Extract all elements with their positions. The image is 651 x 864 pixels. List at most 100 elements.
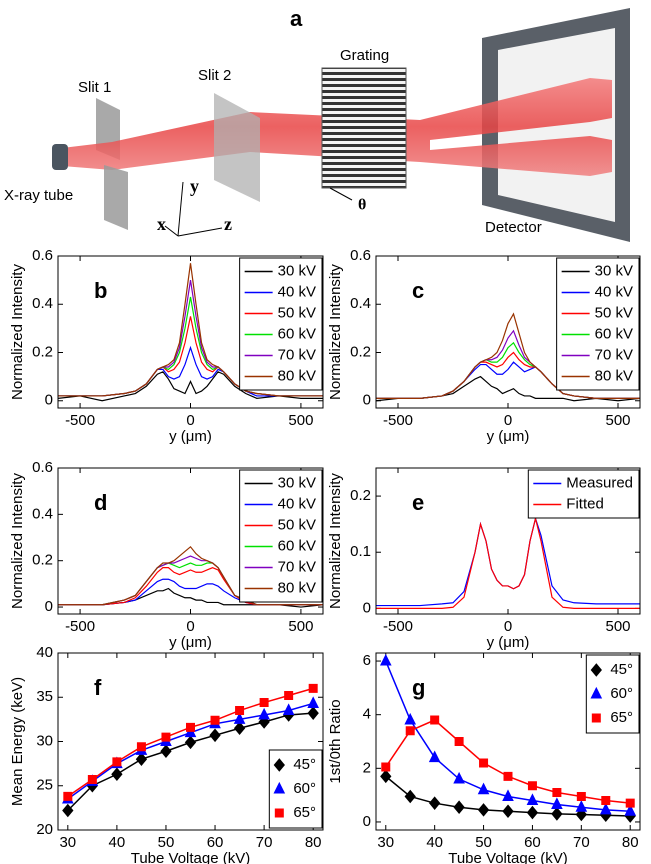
marker bbox=[551, 807, 563, 821]
y-tick-label: 0.2 bbox=[350, 343, 371, 360]
marker bbox=[502, 789, 514, 801]
marker bbox=[184, 735, 197, 750]
x-tick-label: 0 bbox=[186, 618, 194, 635]
axes-box bbox=[57, 467, 324, 615]
marker bbox=[307, 696, 319, 708]
marker bbox=[381, 762, 391, 772]
axis-name: x bbox=[157, 214, 166, 234]
x-axis-label: y (μm) bbox=[169, 428, 212, 445]
y-axis-label: Normalized Intensity bbox=[327, 473, 344, 609]
legend-label: 80 kV bbox=[595, 367, 633, 384]
marker bbox=[233, 712, 246, 724]
y-tick-label: 40 bbox=[36, 644, 53, 661]
y-tick-label: 0.4 bbox=[32, 295, 53, 312]
marker bbox=[479, 758, 489, 768]
x-axis-label: Tube Voltage (kV) bbox=[131, 850, 251, 864]
marker bbox=[453, 771, 465, 784]
data-line bbox=[376, 518, 640, 609]
legend-box bbox=[527, 469, 640, 519]
x-tick-label: 0 bbox=[504, 618, 512, 635]
legend-marker bbox=[590, 663, 602, 677]
axis-arrow-z bbox=[177, 227, 223, 237]
x-axis-label: y (μm) bbox=[487, 428, 530, 445]
y-tick-label: 0.6 bbox=[350, 247, 371, 264]
y-axis-label: 1st/0th Ratio bbox=[327, 699, 344, 783]
x-tick-label: 0 bbox=[186, 412, 194, 429]
data-line bbox=[376, 312, 640, 399]
x-tick-label: 70 bbox=[573, 834, 590, 851]
y-tick-label: 0 bbox=[363, 392, 371, 409]
legend: 30 kV 40 kV 50 kV 60 kV 70 kV 80 kV bbox=[239, 469, 323, 603]
legend-box bbox=[239, 469, 323, 603]
legend-label: Measured bbox=[566, 474, 633, 491]
x-tick-label: 40 bbox=[426, 834, 443, 851]
marker bbox=[429, 796, 441, 810]
y-tick-label: 35 bbox=[36, 688, 53, 705]
marker bbox=[405, 726, 415, 736]
legend-box bbox=[239, 257, 323, 391]
legend-label: 45° bbox=[293, 756, 316, 773]
y-tick-label: 0.6 bbox=[32, 247, 53, 264]
x-axis-label: y (μm) bbox=[487, 634, 530, 651]
legend-label: 30 kV bbox=[278, 474, 316, 491]
marker bbox=[477, 782, 490, 795]
label: Grating bbox=[340, 47, 389, 64]
legend: 30 kV 40 kV 50 kV 60 kV 70 kV 80 kV bbox=[556, 257, 640, 391]
panel-label: f bbox=[94, 675, 102, 700]
legend: Measured Fitted bbox=[527, 469, 640, 519]
marker bbox=[599, 802, 612, 815]
marker bbox=[601, 796, 611, 805]
legend-marker bbox=[274, 808, 284, 818]
x-tick-label: 60 bbox=[207, 834, 224, 851]
marker bbox=[209, 728, 221, 743]
marker bbox=[112, 757, 122, 767]
legend-label: 80 kV bbox=[278, 579, 316, 596]
axes-box bbox=[375, 652, 641, 831]
angle-label: θ bbox=[358, 197, 366, 214]
y-tick-label: 2 bbox=[363, 759, 371, 776]
y-tick-label: 0.1 bbox=[350, 543, 371, 560]
legend-marker bbox=[590, 686, 603, 699]
marker bbox=[210, 715, 220, 725]
legend-label: 60 kV bbox=[278, 325, 316, 342]
legend-label: Fitted bbox=[566, 495, 604, 512]
panel-label: d bbox=[94, 490, 107, 515]
marker bbox=[284, 690, 294, 700]
legend-label: 40 kV bbox=[278, 283, 316, 300]
x-tick-label: 0 bbox=[504, 412, 512, 429]
y-tick-label: 0.2 bbox=[350, 487, 371, 504]
legend-marker bbox=[273, 758, 285, 772]
legend-marker bbox=[273, 781, 286, 794]
marker bbox=[454, 737, 464, 746]
y-tick-label: 20 bbox=[36, 821, 53, 838]
x-tick-label: -500 bbox=[65, 618, 95, 635]
legend-box bbox=[556, 257, 640, 391]
x-ray-tube bbox=[52, 144, 68, 170]
legend-label: 30 kV bbox=[595, 262, 633, 279]
marker bbox=[160, 744, 172, 759]
legend-label: 60° bbox=[293, 780, 316, 797]
data-line bbox=[375, 375, 641, 402]
panel-label: b bbox=[94, 278, 107, 303]
legend-marker bbox=[591, 713, 601, 723]
x-tick-label: 30 bbox=[59, 834, 76, 851]
legend-label: 60° bbox=[610, 685, 633, 702]
x-tick-label: 500 bbox=[288, 412, 313, 429]
marker bbox=[526, 805, 539, 820]
legend: 30 kV 40 kV 50 kV 60 kV 70 kV 80 kV bbox=[239, 257, 323, 391]
legend-label: 70 kV bbox=[278, 346, 316, 363]
panel-label: g bbox=[412, 675, 425, 700]
marker bbox=[575, 807, 587, 822]
axis-name: y bbox=[190, 176, 199, 196]
axis-arrow-x bbox=[164, 225, 179, 237]
y-tick-label: 0 bbox=[363, 599, 371, 616]
grating bbox=[321, 67, 407, 189]
x-axis-label: y (μm) bbox=[169, 634, 212, 651]
legend-label: 60 kV bbox=[278, 537, 316, 554]
marker bbox=[63, 791, 73, 801]
y-tick-label: 6 bbox=[363, 652, 371, 669]
data-line bbox=[57, 371, 323, 402]
marker bbox=[624, 804, 637, 816]
y-axis-label: Normalized Intensity bbox=[9, 473, 26, 609]
marker bbox=[282, 703, 295, 716]
